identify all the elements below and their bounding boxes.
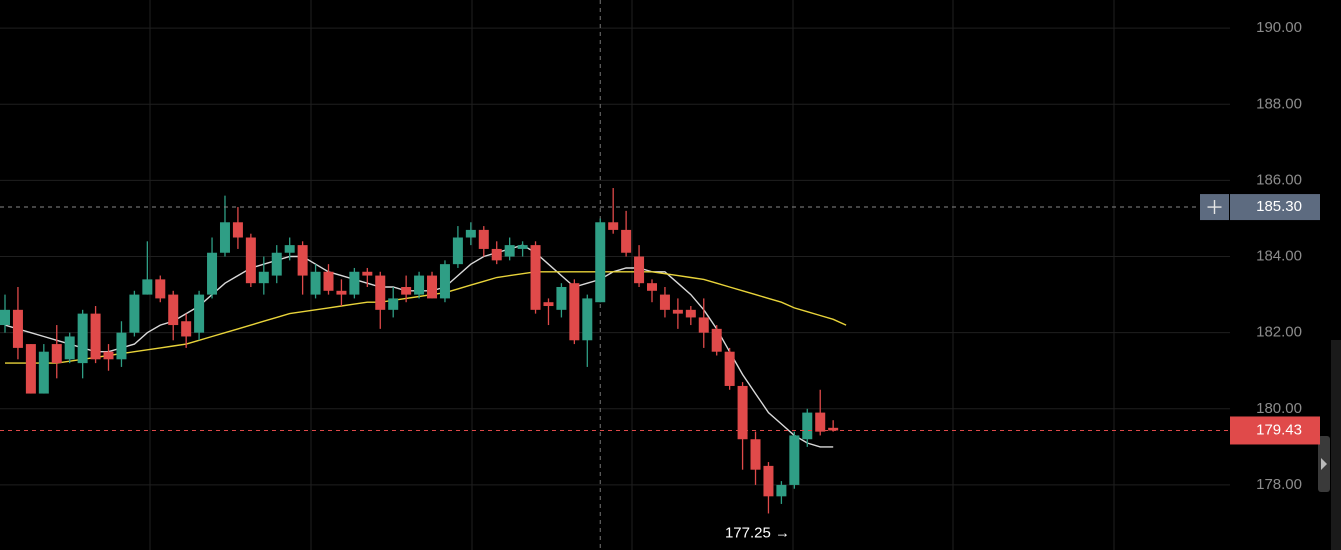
scroll-arrow xyxy=(1321,458,1327,470)
candle-body xyxy=(194,294,205,333)
candle-body xyxy=(12,309,23,348)
candle-body xyxy=(659,294,670,310)
y-tick-label: 182.00 xyxy=(1256,324,1302,341)
candle-body xyxy=(388,298,399,310)
candle-body xyxy=(232,222,243,238)
candle-body xyxy=(608,222,619,230)
candle-body xyxy=(258,271,269,284)
candle-body xyxy=(452,237,463,265)
candle-body xyxy=(711,328,722,352)
candle-body xyxy=(362,271,373,276)
candle-body xyxy=(672,309,683,314)
last-price-box xyxy=(1230,416,1320,445)
candle-body xyxy=(297,245,308,276)
candle-body xyxy=(245,237,256,284)
candle-body xyxy=(737,385,748,440)
candle-body xyxy=(38,351,49,394)
candle-body xyxy=(478,229,489,249)
candle-body xyxy=(51,344,62,364)
candle-body xyxy=(284,245,295,253)
candle-body xyxy=(530,245,541,310)
candle-body xyxy=(789,435,800,485)
y-tick-label: 180.00 xyxy=(1256,400,1302,417)
candle-body xyxy=(724,351,735,386)
candle-body xyxy=(595,222,606,303)
candle-body xyxy=(181,321,192,337)
y-tick-label: 186.00 xyxy=(1256,171,1302,188)
candle-body xyxy=(271,252,282,276)
candle-body xyxy=(698,317,709,333)
candle-body xyxy=(504,245,515,257)
candle-body xyxy=(685,309,696,318)
candle-body xyxy=(129,294,140,333)
candle-body xyxy=(64,336,75,360)
candle-body xyxy=(90,313,101,360)
candle-body xyxy=(750,439,761,470)
candle-body xyxy=(25,344,36,394)
candle-body xyxy=(103,351,114,360)
candle-body xyxy=(647,283,657,291)
candle-body xyxy=(634,256,645,284)
low-annotation: 177.25 → xyxy=(725,524,790,541)
candle-body xyxy=(310,271,321,295)
candle-body xyxy=(815,412,826,432)
plus-icon xyxy=(1207,200,1222,215)
candle-body xyxy=(414,275,425,295)
candle-body xyxy=(828,427,839,431)
candle-body xyxy=(116,332,127,360)
moving-average xyxy=(5,271,847,364)
candle-body xyxy=(0,309,10,326)
candle-body xyxy=(763,465,774,497)
last-price-label: 179.43 xyxy=(1256,421,1302,438)
candle-body xyxy=(77,313,88,364)
y-tick-label: 184.00 xyxy=(1256,248,1302,265)
candle-body xyxy=(802,412,813,440)
candle-body xyxy=(491,248,502,261)
candle-body xyxy=(155,279,166,299)
candle-body xyxy=(323,271,334,291)
scrollbar[interactable] xyxy=(1331,340,1341,550)
candle-body xyxy=(621,229,632,253)
y-tick-label: 178.00 xyxy=(1256,476,1302,493)
candle-body xyxy=(349,271,360,295)
candle-body xyxy=(556,286,567,310)
candle-body xyxy=(142,279,153,295)
crosshair-price-box xyxy=(1230,194,1320,221)
candle-body xyxy=(569,283,580,341)
candle-body xyxy=(336,290,347,295)
candle-body xyxy=(543,302,554,307)
y-tick-label: 190.00 xyxy=(1256,19,1302,36)
candle-body xyxy=(168,294,179,326)
candle-body xyxy=(401,286,412,295)
crosshair-price-label: 185.30 xyxy=(1256,198,1302,215)
y-tick-label: 188.00 xyxy=(1256,95,1302,112)
candle-body xyxy=(776,484,787,497)
candle-body xyxy=(465,229,476,238)
candle-body xyxy=(517,245,528,249)
candle-body xyxy=(375,275,386,310)
candle-body xyxy=(427,275,438,299)
candle-body xyxy=(207,252,218,295)
candle-body xyxy=(582,298,593,341)
candle-body xyxy=(219,222,230,253)
candle-body xyxy=(439,264,450,299)
